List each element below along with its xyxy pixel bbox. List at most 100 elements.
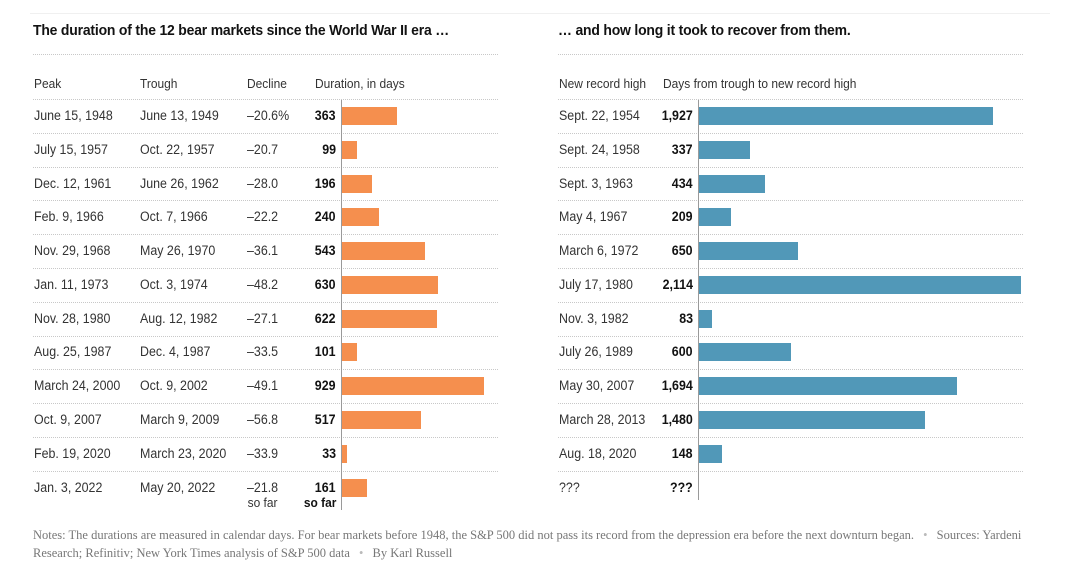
decline-value: –27.1	[247, 311, 279, 326]
peak-date: Nov. 29, 1968	[34, 243, 111, 258]
row-divider	[558, 471, 1023, 472]
row-divider	[33, 437, 498, 438]
footer-notes: Notes: The durations are measured in cal…	[33, 526, 1023, 562]
recovery-bar	[699, 242, 799, 260]
duration-bar	[342, 242, 425, 260]
decline-value: –56.8	[247, 412, 279, 427]
peak-date: June 15, 1948	[34, 108, 113, 123]
decline-note: so far	[248, 495, 278, 510]
recovery-bar	[699, 175, 766, 193]
record-high-date: July 26, 1989	[559, 344, 633, 359]
record-high-date: May 30, 2007	[559, 378, 635, 393]
left-axis-line	[341, 100, 342, 510]
duration-bar	[342, 479, 367, 497]
recovery-days-label: 650	[672, 243, 693, 258]
recovery-bar	[699, 208, 731, 226]
peak-date: Feb. 19, 2020	[34, 446, 111, 461]
duration-bar	[342, 208, 379, 226]
duration-bar	[342, 175, 372, 193]
recovery-bar	[699, 310, 712, 328]
row-divider	[558, 99, 1023, 100]
row-divider	[33, 234, 498, 235]
duration-label: 99	[322, 142, 336, 157]
trough-date: Oct. 22, 1957	[140, 142, 215, 157]
peak-date: Jan. 11, 1973	[34, 277, 109, 292]
duration-label: 630	[315, 277, 336, 292]
header-decline: Decline	[247, 76, 287, 91]
header-days-to-record: Days from trough to new record high	[663, 76, 857, 91]
trough-date: March 23, 2020	[140, 446, 227, 461]
decline-value: –49.1	[247, 378, 279, 393]
duration-label: 33	[322, 446, 336, 461]
row-divider	[33, 336, 498, 337]
row-divider	[33, 471, 498, 472]
decline-value: –20.6%	[247, 108, 290, 123]
peak-date: Jan. 3, 2022	[34, 480, 103, 495]
row-divider	[33, 200, 498, 201]
row-divider	[558, 133, 1023, 134]
duration-label: 196	[315, 176, 336, 191]
row-divider	[558, 369, 1023, 370]
row-divider	[558, 234, 1023, 235]
recovery-days-label: 337	[672, 142, 693, 157]
trough-date: Oct. 3, 1974	[140, 277, 208, 292]
decline-value: –33.5	[247, 344, 279, 359]
decline-value: –33.9	[247, 446, 279, 461]
recovery-days-label: 1,694	[661, 378, 693, 393]
record-high-date: March 6, 1972	[559, 243, 639, 258]
row-divider	[33, 167, 498, 168]
header-duration: Duration, in days	[315, 76, 405, 91]
trough-date: Oct. 7, 1966	[140, 209, 208, 224]
footer-separator: •	[359, 546, 364, 560]
record-high-date: Sept. 22, 1954	[559, 108, 640, 123]
recovery-bar	[699, 141, 751, 159]
peak-date: Nov. 28, 1980	[34, 311, 111, 326]
peak-date: July 15, 1957	[34, 142, 108, 157]
row-divider	[558, 336, 1023, 337]
recovery-bar	[699, 343, 791, 361]
recovery-bar	[699, 411, 925, 429]
title-divider-left	[33, 54, 498, 55]
recovery-days-label: 434	[672, 176, 693, 191]
record-high-date: Sept. 24, 1958	[559, 142, 640, 157]
duration-bar	[342, 107, 398, 125]
record-high-date: March 28, 2013	[559, 412, 646, 427]
footer-separator: •	[923, 528, 928, 542]
duration-label: 161	[315, 480, 336, 495]
peak-date: Feb. 9, 1966	[34, 209, 104, 224]
recovery-days-label: 600	[672, 344, 693, 359]
recovery-days-label: 1,927	[661, 108, 693, 123]
row-divider	[558, 302, 1023, 303]
row-divider	[558, 268, 1023, 269]
trough-date: June 13, 1949	[140, 108, 219, 123]
trough-date: May 26, 1970	[140, 243, 216, 258]
decline-value: –20.7	[247, 142, 279, 157]
decline-value: –28.0	[247, 176, 279, 191]
recovery-days-label: 2,114	[662, 277, 693, 292]
right-chart-title: … and how long it took to recover from t…	[558, 22, 851, 39]
duration-label: 363	[315, 108, 336, 123]
left-chart-title: The duration of the 12 bear markets sinc…	[33, 22, 450, 39]
notes-text: Notes: The durations are measured in cal…	[33, 528, 914, 542]
trough-date: June 26, 1962	[140, 176, 219, 191]
duration-label: 517	[315, 412, 336, 427]
trough-date: May 20, 2022	[140, 480, 216, 495]
recovery-days-label: ???	[670, 480, 693, 495]
trough-date: Aug. 12, 1982	[140, 311, 218, 326]
trough-date: Dec. 4, 1987	[140, 344, 211, 359]
recovery-bar	[699, 445, 722, 463]
trough-date: Oct. 9, 2002	[140, 378, 208, 393]
recovery-bar	[699, 377, 958, 395]
duration-bar	[342, 377, 484, 395]
peak-date: March 24, 2000	[34, 378, 121, 393]
sources-text: Sources: Yardeni Research; Refinitiv; Ne…	[33, 528, 1022, 560]
duration-label: 240	[315, 209, 336, 224]
row-divider	[33, 268, 498, 269]
duration-label: 622	[315, 311, 336, 326]
duration-bar	[342, 310, 437, 328]
row-divider	[558, 403, 1023, 404]
record-high-date: Sept. 3, 1963	[559, 176, 633, 191]
duration-bar	[342, 343, 358, 361]
record-high-date: July 17, 1980	[559, 277, 633, 292]
top-rule	[30, 13, 1050, 14]
